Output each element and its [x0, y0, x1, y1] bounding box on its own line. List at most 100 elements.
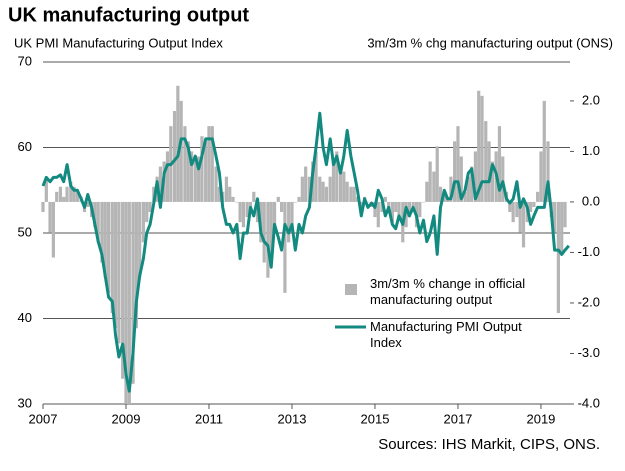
bar: [65, 186, 69, 202]
bar: [338, 166, 343, 202]
bar: [93, 201, 97, 228]
bar: [183, 126, 187, 202]
bar: [200, 136, 204, 202]
bar: [428, 161, 432, 202]
y2-tick-label: -3.0: [578, 345, 600, 360]
bar: [328, 176, 332, 202]
bar: [280, 201, 284, 213]
bar: [466, 176, 470, 202]
bar: [287, 201, 291, 243]
bar: [106, 201, 111, 293]
line: [41, 111, 570, 393]
bar: [528, 201, 533, 213]
bar: [542, 100, 546, 202]
bar: [342, 171, 346, 202]
bar: [124, 201, 128, 404]
x-tick-label: 2009: [112, 411, 141, 426]
bar: [186, 141, 190, 202]
bar: [158, 166, 163, 202]
bar: [238, 201, 242, 223]
bar: [127, 201, 131, 404]
bar: [324, 186, 329, 202]
bar: [331, 161, 336, 202]
bar: [394, 201, 398, 213]
source: Sources: IHS Markit, CIPS, ONS.: [378, 436, 600, 453]
bar: [366, 201, 370, 203]
legend-item: Manufacturing PMI Output Index: [370, 319, 522, 350]
bar: [241, 201, 246, 228]
bar: [121, 201, 125, 379]
bar: [141, 201, 146, 243]
bar: [75, 191, 80, 202]
bar: [134, 201, 138, 329]
bar: [231, 196, 235, 202]
bar: [318, 176, 322, 202]
y-tick-label: 40: [18, 310, 32, 325]
bar: [204, 141, 208, 202]
x-tick-label: 2011: [195, 411, 223, 426]
y2-tick-label: -4.0: [578, 395, 600, 410]
bar: [470, 166, 474, 202]
bar: [435, 146, 439, 202]
legend-label: Manufacturing PMI Output Index: [370, 319, 522, 350]
bar: [145, 201, 149, 223]
bar: [197, 156, 201, 202]
bar: [553, 201, 557, 233]
bar: [521, 201, 526, 248]
bar: [245, 201, 249, 218]
y2-tick-label: -2.0: [578, 294, 600, 309]
bar: [307, 176, 312, 202]
bar: [172, 111, 177, 202]
bar: [69, 181, 73, 202]
bar: [560, 201, 564, 253]
bar: [335, 151, 339, 202]
bar: [407, 201, 412, 218]
bar: [214, 166, 218, 202]
y-tick-label: 50: [18, 224, 32, 239]
bar: [380, 201, 384, 213]
bar: [473, 151, 477, 202]
chart-title: UK manufacturing output: [8, 4, 249, 26]
bar: [189, 151, 194, 202]
x-tick-label: 2019: [526, 411, 555, 426]
y-tick-label: 60: [18, 139, 32, 154]
bar: [103, 201, 107, 278]
bar: [86, 201, 90, 207]
bar: [490, 161, 495, 202]
bar: [432, 171, 436, 202]
y-tick-label: 30: [18, 395, 32, 410]
bar: [224, 176, 229, 202]
y-axis-label: UK PMI Manufacturing Output Index: [14, 35, 223, 50]
bar: [276, 196, 280, 202]
bar: [459, 156, 463, 202]
bar: [283, 201, 287, 293]
bar: [511, 201, 515, 223]
bar: [453, 141, 457, 202]
bar: [266, 201, 270, 278]
bar: [487, 141, 491, 202]
bar: [518, 201, 522, 233]
bar: [272, 201, 277, 228]
bar: [58, 186, 63, 202]
bar: [269, 201, 273, 263]
bar: [100, 201, 104, 263]
bar: [117, 201, 121, 344]
bar: [96, 201, 100, 243]
bars: [41, 85, 567, 404]
y2-tick-label: 0.0: [582, 193, 600, 208]
bar: [383, 196, 387, 202]
x-tick-label: 2013: [278, 411, 307, 426]
bar: [210, 126, 214, 202]
bar: [508, 201, 512, 213]
bar: [176, 85, 180, 202]
bar: [497, 126, 502, 202]
bar: [55, 191, 59, 202]
bar: [532, 201, 536, 207]
bar: [477, 90, 481, 202]
bar: [563, 201, 567, 228]
bar: [217, 186, 221, 202]
bar: [539, 151, 543, 202]
bar: [207, 126, 211, 202]
y2-tick-label: 1.0: [582, 143, 600, 158]
bar: [290, 201, 294, 233]
